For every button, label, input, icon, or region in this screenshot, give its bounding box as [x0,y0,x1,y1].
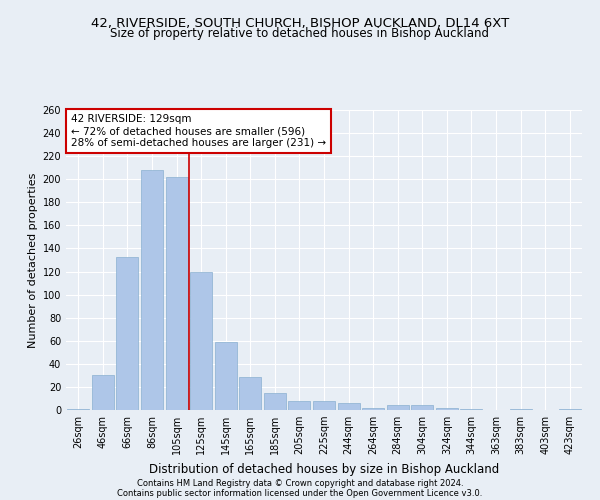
Bar [116,256,139,410]
Bar [411,406,433,410]
Bar [141,170,163,410]
Text: Size of property relative to detached houses in Bishop Auckland: Size of property relative to detached ho… [110,28,490,40]
Text: Contains public sector information licensed under the Open Government Licence v3: Contains public sector information licen… [118,488,482,498]
Bar [289,401,310,410]
Bar [264,392,286,410]
Bar [559,409,581,410]
Text: Contains HM Land Registry data © Crown copyright and database right 2024.: Contains HM Land Registry data © Crown c… [137,478,463,488]
Bar [190,272,212,410]
Bar [67,409,89,410]
Bar [92,376,114,410]
Bar [386,406,409,410]
Bar [166,177,188,410]
Bar [215,342,237,410]
Bar [313,401,335,410]
Bar [338,403,359,410]
Bar [436,408,458,410]
Text: 42, RIVERSIDE, SOUTH CHURCH, BISHOP AUCKLAND, DL14 6XT: 42, RIVERSIDE, SOUTH CHURCH, BISHOP AUCK… [91,18,509,30]
Text: 42 RIVERSIDE: 129sqm
← 72% of detached houses are smaller (596)
28% of semi-deta: 42 RIVERSIDE: 129sqm ← 72% of detached h… [71,114,326,148]
Bar [362,408,384,410]
Bar [239,376,262,410]
X-axis label: Distribution of detached houses by size in Bishop Auckland: Distribution of detached houses by size … [149,462,499,475]
Bar [509,409,532,410]
Y-axis label: Number of detached properties: Number of detached properties [28,172,38,348]
Bar [460,409,482,410]
